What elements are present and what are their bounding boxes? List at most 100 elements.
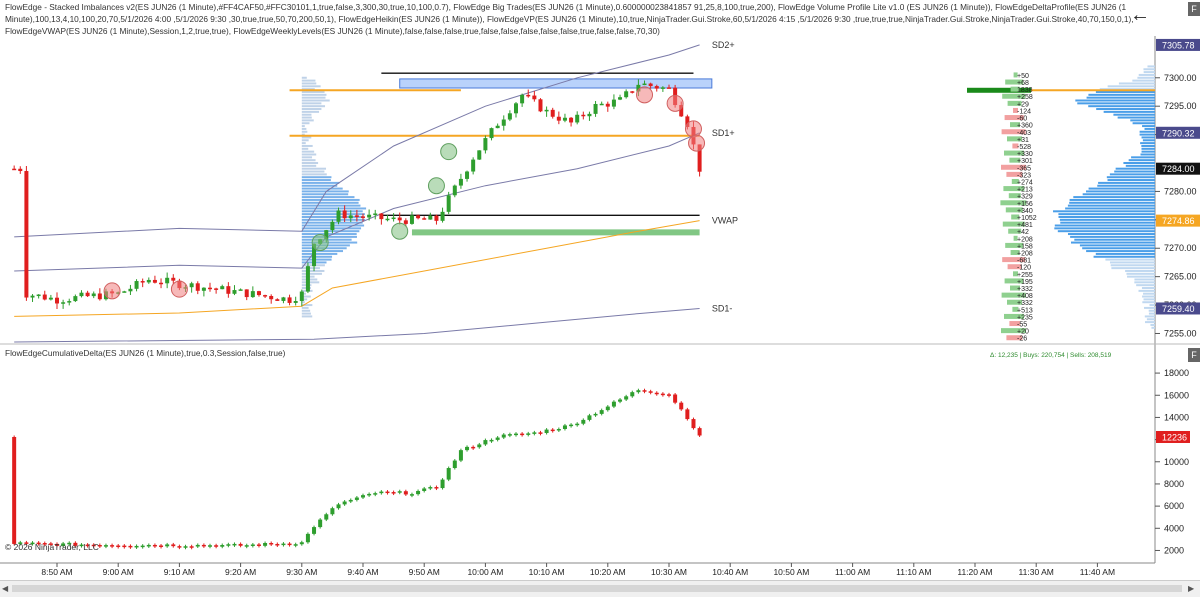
profile-bar [301,130,308,133]
back-arrow-icon[interactable]: ← [1130,4,1150,26]
delta-label: +360 [1017,123,1033,130]
cd-candle [269,542,274,545]
delta-bar [1013,72,1018,78]
price-candle [201,287,206,291]
cd-candle [183,546,188,548]
cd-tick-label: 2000 [1164,545,1184,555]
delta-bar [1010,285,1020,291]
delta-label: -124 [1017,108,1031,115]
scroll-thumb[interactable] [12,585,1182,592]
profile-bar [301,147,309,150]
cd-candle [97,544,102,547]
cd-candle [556,428,561,431]
price-candle [55,297,59,304]
session-profile-bar [1146,318,1155,321]
cd-candle [214,545,219,547]
cd-panel-menu-button[interactable]: F [1188,348,1200,362]
session-profile-bar [1140,142,1155,145]
big-trade-bubble [636,86,654,104]
profile-bar [301,110,320,113]
cd-candle [61,543,66,546]
profile-bar [301,159,316,162]
cd-candle [348,499,353,502]
price-candle [569,117,574,123]
scroll-right-icon[interactable]: ▶ [1188,584,1195,593]
band-label: SD1+ [712,128,735,138]
big-trade-bubble [440,143,458,161]
band-label: SD2+ [712,40,735,50]
cd-candle [146,544,151,547]
delta-bar [1011,214,1020,220]
session-profile-bar [1098,181,1155,184]
cd-indicator-legend: FlowEdgeCumulativeDelta(ES JUN26 (1 Minu… [5,348,286,358]
session-profile-bar [1109,173,1155,176]
price-candle [685,116,690,127]
volume-profile [301,76,367,318]
price-candle [428,215,433,220]
price-candle [477,150,482,160]
profile-bar [301,90,325,93]
price-tick-label: 7255.00 [1164,328,1197,338]
delta-bar [1006,335,1023,341]
session-profile-bar [1141,150,1155,153]
price-tick-label: 7265.00 [1164,272,1197,282]
horizontal-scrollbar[interactable]: ◀ ▶ [0,580,1200,597]
sd2-plus-line [14,44,700,238]
cd-candle [452,460,457,469]
profile-bar [301,306,309,309]
session-profile-bar [1110,264,1155,267]
time-tick-label: 10:50 AM [773,567,809,577]
session-profile-bar [1106,176,1155,179]
price-candle [532,95,537,100]
time-tick-label: 10:00 AM [467,567,503,577]
price-candle [134,281,139,289]
price-candle [667,87,671,89]
price-candle [238,289,243,291]
time-tick-label: 8:50 AM [41,567,72,577]
delta-bar [1008,193,1021,199]
price-candle [648,83,653,87]
price-candle [18,168,23,172]
price-candle [42,294,47,300]
cd-candle [428,487,433,489]
price-candle [263,295,268,297]
cd-candle [165,544,170,547]
session-profile-bar [1143,71,1155,74]
cd-candle [73,542,78,546]
price-chart[interactable]: 7255.007260.007265.007270.007275.007280.… [0,0,1200,580]
delta-bar [1007,100,1022,106]
price-candle [91,293,96,297]
session-profile-bar [1096,108,1155,111]
session-profile-bar [1132,122,1155,125]
delta-label: -323 [1017,172,1031,179]
session-profile-bar [1095,90,1155,93]
cd-candle [140,545,145,548]
delta-label: -681 [1017,258,1031,265]
delta-bar [1001,164,1026,170]
cd-candle [232,543,237,546]
scroll-left-icon[interactable]: ◀ [2,584,9,593]
profile-bar [301,170,325,173]
price-candle [67,301,72,303]
delta-bar [1010,250,1020,256]
cd-candle [79,544,84,547]
cd-candle [110,545,115,547]
profile-bar [301,176,332,179]
cd-candle [587,415,592,420]
cd-candle [416,490,421,495]
profile-bar [301,156,313,159]
cd-tick-label: 6000 [1164,501,1184,511]
cd-candle [373,493,378,495]
cd-candle [293,544,298,546]
price-candle [61,302,66,304]
delta-bar [1001,328,1026,334]
panel-menu-button[interactable]: F [1188,2,1200,16]
session-profile-bar [1058,215,1155,218]
price-candle [195,283,200,291]
session-profile-bar [1065,207,1155,210]
price-candle [654,86,659,89]
session-profile-bar [1151,326,1155,329]
cd-candle [226,544,231,546]
price-candle [514,103,518,114]
session-profile-bar [1134,281,1155,284]
